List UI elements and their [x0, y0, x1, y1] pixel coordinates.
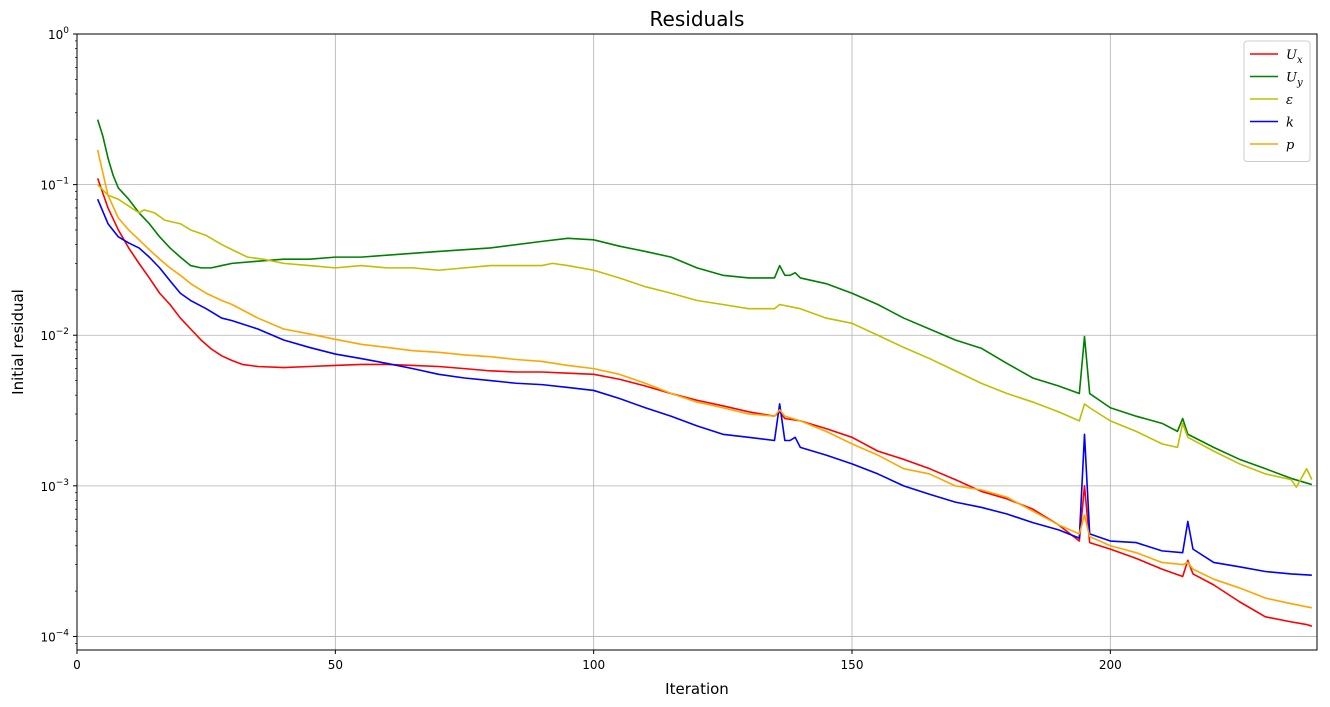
legend-label: Ux: [1286, 48, 1303, 66]
legend-label: k: [1286, 116, 1294, 131]
y-tick-base: 10: [40, 630, 55, 644]
legend-label-main: U: [1286, 71, 1298, 86]
y-tick-label: 10−1: [40, 177, 69, 193]
grid: [77, 34, 1317, 650]
y-tick-exponent: 0: [63, 26, 69, 36]
y-tick-label: 100: [48, 26, 69, 42]
series-line-k: [96, 198, 1312, 577]
legend-box: [1243, 40, 1311, 162]
legend-label-main: U: [1286, 48, 1298, 63]
legend-label: Uy: [1286, 71, 1303, 89]
x-tick-label: 0: [73, 658, 81, 672]
x-tick-label: 50: [328, 658, 343, 672]
y-tick-base: 10: [48, 28, 63, 42]
y-tick-exponent: −3: [56, 478, 69, 488]
chart-title: Residuals: [650, 7, 745, 31]
y-tick-label: 10−2: [40, 327, 69, 343]
series-line-ε: [97, 184, 1313, 488]
x-axis-label: Iteration: [665, 680, 729, 698]
y-tick-exponent: −1: [56, 177, 69, 187]
x-tick-label: 150: [841, 658, 864, 672]
y-tick-base: 10: [40, 329, 55, 343]
series-line-ux: [96, 178, 1313, 627]
y-tick-base: 10: [40, 480, 55, 494]
legend-label: ε: [1286, 93, 1293, 108]
y-tick-exponent: −2: [56, 327, 69, 337]
series-line-p: [96, 149, 1312, 609]
legend-label-main: k: [1286, 116, 1294, 131]
y-tick-base: 10: [40, 179, 55, 193]
x-tick-label: 100: [582, 658, 605, 672]
y-tick-label: 10−4: [40, 628, 69, 644]
x-tick-label: 200: [1099, 658, 1122, 672]
legend-label: p: [1286, 138, 1295, 153]
y-tick-exponent: −4: [56, 628, 70, 638]
y-axis-label: Initial residual: [9, 289, 27, 395]
legend-label-subscript: y: [1296, 78, 1303, 89]
legend-label-main: ε: [1286, 93, 1293, 108]
legend-label-subscript: x: [1297, 55, 1303, 66]
y-tick-label: 10−3: [40, 478, 69, 494]
legend-label-main: p: [1286, 138, 1295, 153]
series-layer: [96, 119, 1313, 627]
series-line-uy: [96, 119, 1313, 486]
